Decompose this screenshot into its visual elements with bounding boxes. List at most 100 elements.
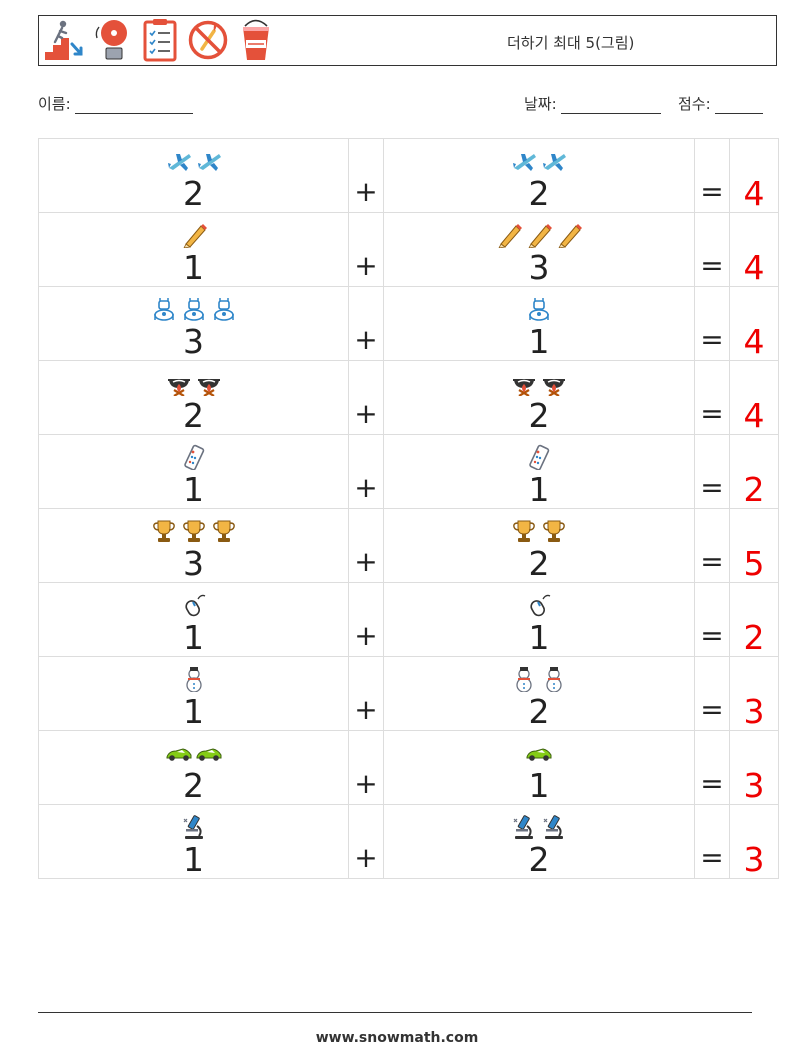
picture-group: [384, 740, 694, 766]
campfire-pot-icon: [196, 378, 221, 398]
pencil-icon: [183, 223, 207, 249]
race-car-icon: [526, 748, 552, 762]
equals-sign: =: [700, 767, 724, 800]
answer-cell: 4: [729, 212, 779, 287]
first-addend: 3: [183, 322, 204, 361]
first-addend: 1: [183, 618, 204, 657]
first-addend-cell: 3: [38, 508, 349, 583]
picture-group: [39, 814, 348, 840]
robot-icon: [153, 297, 174, 321]
trophy-icon: [152, 520, 175, 543]
problem-row: 1 +3 = 4: [38, 212, 779, 287]
answer-cell: 5: [729, 508, 779, 583]
equals-sign: =: [700, 841, 724, 874]
first-addend-cell: 1: [38, 212, 349, 287]
second-addend: 1: [528, 766, 550, 805]
second-addend-cell: 3: [383, 212, 695, 287]
second-addend-cell: 2: [383, 804, 695, 879]
problem-row: 1 +2 = 3: [38, 804, 779, 879]
equals-sign: =: [700, 175, 724, 208]
equals-sign: =: [700, 545, 724, 578]
date-field: 날짜:: [524, 93, 662, 114]
addition-problems-table: 2 +2 = 4 1 +3 = 4 3 +1 = 4 2 +2 = 4 1 +1 = 2 3 +2 = 5 1 +1 = 2 1 +2 = 3…: [38, 138, 779, 879]
answer-cell: 3: [729, 730, 779, 805]
plus-cell: +: [348, 138, 384, 213]
pencil-icon: [498, 223, 523, 249]
equals-sign: =: [700, 249, 724, 282]
plus-sign: +: [354, 767, 378, 800]
footer-url: www.snowmath.com: [315, 1030, 479, 1046]
second-addend: 1: [528, 618, 550, 657]
second-addend-cell: 1: [383, 582, 695, 657]
answer-value: 4: [743, 174, 765, 213]
snowman-icon: [516, 666, 532, 693]
picture-group: [384, 814, 694, 840]
answer-value: 3: [743, 840, 765, 879]
plus-cell: +: [348, 730, 384, 805]
score-field: 점수:: [678, 93, 764, 114]
plus-sign: +: [354, 249, 378, 282]
answer-value: 4: [743, 396, 765, 435]
second-addend: 3: [528, 248, 550, 287]
second-addend: 2: [528, 396, 550, 435]
second-addend-cell: 1: [383, 286, 695, 361]
picture-group: [384, 296, 694, 322]
computer-mouse-icon: [182, 594, 206, 619]
picture-group: [384, 370, 694, 398]
first-addend-cell: 1: [38, 656, 349, 731]
footer-divider: [38, 1012, 752, 1013]
answer-value: 3: [743, 692, 765, 731]
pencil-icon: [528, 223, 553, 249]
plus-cell: +: [348, 508, 384, 583]
second-addend: 2: [528, 692, 550, 731]
second-addend: 2: [528, 174, 550, 213]
robot-icon: [213, 297, 234, 321]
race-car-icon: [166, 748, 191, 762]
score-blank: [715, 98, 764, 114]
problem-row: 2 +2 = 4: [38, 360, 779, 435]
answer-value: 4: [743, 248, 765, 287]
second-addend-cell: 2: [383, 656, 695, 731]
answer-cell: 4: [729, 138, 779, 213]
equals-sign: =: [700, 693, 724, 726]
date-label: 날짜:: [524, 95, 557, 113]
picture-group: [39, 222, 348, 249]
first-addend: 1: [183, 692, 204, 731]
plus-cell: +: [348, 804, 384, 879]
plus-cell: +: [348, 582, 384, 657]
computer-mouse-icon: [528, 594, 551, 619]
picture-group: [39, 296, 348, 322]
plus-cell: +: [348, 360, 384, 435]
picture-group: [384, 444, 694, 472]
second-addend: 1: [528, 470, 550, 509]
first-addend: 1: [183, 248, 204, 287]
robot-icon: [529, 297, 549, 321]
snowman-icon: [185, 666, 202, 693]
answer-cell: 3: [729, 656, 779, 731]
microscope-icon: [513, 814, 534, 840]
plus-cell: +: [348, 434, 384, 509]
answer-value: 4: [743, 322, 765, 361]
problem-row: 3 +1 = 4: [38, 286, 779, 361]
answer-value: 5: [743, 544, 765, 583]
plus-sign: +: [354, 397, 378, 430]
microscope-icon: [543, 814, 564, 840]
equals-cell: =: [694, 656, 730, 731]
problem-row: 1 +1 = 2: [38, 582, 779, 657]
second-addend-cell: 1: [383, 730, 695, 805]
equals-sign: =: [700, 397, 724, 430]
answer-cell: 3: [729, 804, 779, 879]
date-blank: [561, 98, 662, 114]
plus-sign: +: [354, 323, 378, 356]
plus-cell: +: [348, 286, 384, 361]
race-car-icon: [196, 748, 221, 762]
first-addend-cell: 1: [38, 804, 349, 879]
second-addend: 2: [528, 544, 550, 583]
second-addend-cell: 1: [383, 434, 695, 509]
answer-cell: 2: [729, 434, 779, 509]
equals-cell: =: [694, 582, 730, 657]
answer-value: 3: [743, 766, 765, 805]
second-addend-cell: 2: [383, 360, 695, 435]
equals-cell: =: [694, 508, 730, 583]
equals-sign: =: [700, 619, 724, 652]
